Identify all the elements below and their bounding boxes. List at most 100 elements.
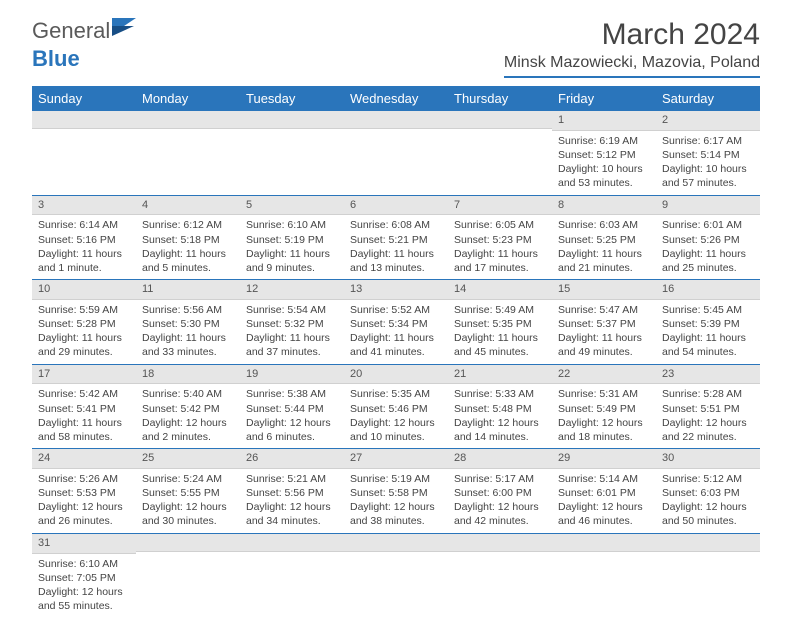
calendar-cell: 3Sunrise: 6:14 AMSunset: 5:16 PMDaylight… xyxy=(32,195,136,280)
sunset-text: Sunset: 5:14 PM xyxy=(662,148,754,162)
sunset-text: Sunset: 5:53 PM xyxy=(38,486,130,500)
daylight-text: Daylight: 12 hours and 18 minutes. xyxy=(558,416,650,444)
day-number-bar xyxy=(344,111,448,129)
day-number-bar xyxy=(448,111,552,129)
daylight-text: Daylight: 11 hours and 25 minutes. xyxy=(662,247,754,275)
day-number-bar: 29 xyxy=(552,449,656,469)
day-number-bar: 9 xyxy=(656,196,760,216)
daylight-text: Daylight: 12 hours and 6 minutes. xyxy=(246,416,338,444)
day-number-bar xyxy=(656,534,760,552)
calendar-cell: 23Sunrise: 5:28 AMSunset: 5:51 PMDayligh… xyxy=(656,364,760,449)
daylight-text: Daylight: 12 hours and 2 minutes. xyxy=(142,416,234,444)
sunset-text: Sunset: 5:44 PM xyxy=(246,402,338,416)
daylight-text: Daylight: 12 hours and 55 minutes. xyxy=(38,585,130,613)
sunrise-text: Sunrise: 6:08 AM xyxy=(350,218,442,232)
day-content: Sunrise: 5:17 AMSunset: 6:00 PMDaylight:… xyxy=(448,469,552,533)
day-content: Sunrise: 5:40 AMSunset: 5:42 PMDaylight:… xyxy=(136,384,240,448)
calendar-cell: 28Sunrise: 5:17 AMSunset: 6:00 PMDayligh… xyxy=(448,449,552,534)
sunset-text: Sunset: 5:18 PM xyxy=(142,233,234,247)
daylight-text: Daylight: 12 hours and 38 minutes. xyxy=(350,500,442,528)
calendar-cell: 6Sunrise: 6:08 AMSunset: 5:21 PMDaylight… xyxy=(344,195,448,280)
day-content: Sunrise: 5:38 AMSunset: 5:44 PMDaylight:… xyxy=(240,384,344,448)
calendar-cell xyxy=(344,111,448,195)
calendar-cell: 22Sunrise: 5:31 AMSunset: 5:49 PMDayligh… xyxy=(552,364,656,449)
day-content: Sunrise: 6:12 AMSunset: 5:18 PMDaylight:… xyxy=(136,215,240,279)
sunrise-text: Sunrise: 5:42 AM xyxy=(38,387,130,401)
weekday-header: Saturday xyxy=(656,86,760,111)
sunset-text: Sunset: 5:56 PM xyxy=(246,486,338,500)
sunset-text: Sunset: 5:32 PM xyxy=(246,317,338,331)
day-number-bar: 25 xyxy=(136,449,240,469)
day-content: Sunrise: 5:56 AMSunset: 5:30 PMDaylight:… xyxy=(136,300,240,364)
day-number-bar xyxy=(136,111,240,129)
day-content: Sunrise: 6:01 AMSunset: 5:26 PMDaylight:… xyxy=(656,215,760,279)
weekday-header: Wednesday xyxy=(344,86,448,111)
sunset-text: Sunset: 6:03 PM xyxy=(662,486,754,500)
sunset-text: Sunset: 5:41 PM xyxy=(38,402,130,416)
weekday-header: Sunday xyxy=(32,86,136,111)
sunrise-text: Sunrise: 6:10 AM xyxy=(38,557,130,571)
daylight-text: Daylight: 10 hours and 53 minutes. xyxy=(558,162,650,190)
calendar-cell xyxy=(448,111,552,195)
sunset-text: Sunset: 5:55 PM xyxy=(142,486,234,500)
sunset-text: Sunset: 5:28 PM xyxy=(38,317,130,331)
sunset-text: Sunset: 5:51 PM xyxy=(662,402,754,416)
sunset-text: Sunset: 5:19 PM xyxy=(246,233,338,247)
daylight-text: Daylight: 11 hours and 9 minutes. xyxy=(246,247,338,275)
sunset-text: Sunset: 5:58 PM xyxy=(350,486,442,500)
title-block: March 2024 Minsk Mazowiecki, Mazovia, Po… xyxy=(504,18,760,78)
calendar-cell xyxy=(136,111,240,195)
calendar-cell: 18Sunrise: 5:40 AMSunset: 5:42 PMDayligh… xyxy=(136,364,240,449)
calendar-cell xyxy=(240,533,344,617)
day-content: Sunrise: 5:31 AMSunset: 5:49 PMDaylight:… xyxy=(552,384,656,448)
weekday-header: Tuesday xyxy=(240,86,344,111)
sunrise-text: Sunrise: 5:54 AM xyxy=(246,303,338,317)
sunrise-text: Sunrise: 5:17 AM xyxy=(454,472,546,486)
day-number-bar: 19 xyxy=(240,365,344,385)
day-number-bar: 31 xyxy=(32,534,136,554)
calendar-row: 10Sunrise: 5:59 AMSunset: 5:28 PMDayligh… xyxy=(32,280,760,365)
day-number-bar xyxy=(552,534,656,552)
sunrise-text: Sunrise: 5:38 AM xyxy=(246,387,338,401)
calendar-cell xyxy=(552,533,656,617)
calendar-cell: 17Sunrise: 5:42 AMSunset: 5:41 PMDayligh… xyxy=(32,364,136,449)
day-number-bar: 4 xyxy=(136,196,240,216)
day-content: Sunrise: 5:28 AMSunset: 5:51 PMDaylight:… xyxy=(656,384,760,448)
day-content: Sunrise: 5:14 AMSunset: 6:01 PMDaylight:… xyxy=(552,469,656,533)
calendar-cell: 13Sunrise: 5:52 AMSunset: 5:34 PMDayligh… xyxy=(344,280,448,365)
daylight-text: Daylight: 10 hours and 57 minutes. xyxy=(662,162,754,190)
sunset-text: Sunset: 5:42 PM xyxy=(142,402,234,416)
calendar-row: 17Sunrise: 5:42 AMSunset: 5:41 PMDayligh… xyxy=(32,364,760,449)
calendar-table: SundayMondayTuesdayWednesdayThursdayFrid… xyxy=(32,86,760,617)
calendar-cell: 2Sunrise: 6:17 AMSunset: 5:14 PMDaylight… xyxy=(656,111,760,195)
sunrise-text: Sunrise: 5:52 AM xyxy=(350,303,442,317)
sunset-text: Sunset: 5:25 PM xyxy=(558,233,650,247)
calendar-row: 24Sunrise: 5:26 AMSunset: 5:53 PMDayligh… xyxy=(32,449,760,534)
calendar-cell: 5Sunrise: 6:10 AMSunset: 5:19 PMDaylight… xyxy=(240,195,344,280)
daylight-text: Daylight: 11 hours and 45 minutes. xyxy=(454,331,546,359)
day-number-bar: 11 xyxy=(136,280,240,300)
daylight-text: Daylight: 12 hours and 22 minutes. xyxy=(662,416,754,444)
day-number-bar: 23 xyxy=(656,365,760,385)
sunset-text: Sunset: 5:39 PM xyxy=(662,317,754,331)
sunrise-text: Sunrise: 5:21 AM xyxy=(246,472,338,486)
day-number-bar: 18 xyxy=(136,365,240,385)
day-number-bar: 10 xyxy=(32,280,136,300)
daylight-text: Daylight: 11 hours and 21 minutes. xyxy=(558,247,650,275)
sunrise-text: Sunrise: 6:19 AM xyxy=(558,134,650,148)
sunrise-text: Sunrise: 5:12 AM xyxy=(662,472,754,486)
calendar-cell: 12Sunrise: 5:54 AMSunset: 5:32 PMDayligh… xyxy=(240,280,344,365)
sunrise-text: Sunrise: 5:47 AM xyxy=(558,303,650,317)
daylight-text: Daylight: 12 hours and 50 minutes. xyxy=(662,500,754,528)
day-number-bar xyxy=(240,534,344,552)
day-content: Sunrise: 6:17 AMSunset: 5:14 PMDaylight:… xyxy=(656,131,760,195)
sunset-text: Sunset: 5:35 PM xyxy=(454,317,546,331)
calendar-cell: 19Sunrise: 5:38 AMSunset: 5:44 PMDayligh… xyxy=(240,364,344,449)
logo-text-blue: Blue xyxy=(32,46,80,72)
day-number-bar xyxy=(136,534,240,552)
weekday-header: Monday xyxy=(136,86,240,111)
day-number-bar: 20 xyxy=(344,365,448,385)
daylight-text: Daylight: 11 hours and 17 minutes. xyxy=(454,247,546,275)
daylight-text: Daylight: 12 hours and 14 minutes. xyxy=(454,416,546,444)
sunrise-text: Sunrise: 6:17 AM xyxy=(662,134,754,148)
